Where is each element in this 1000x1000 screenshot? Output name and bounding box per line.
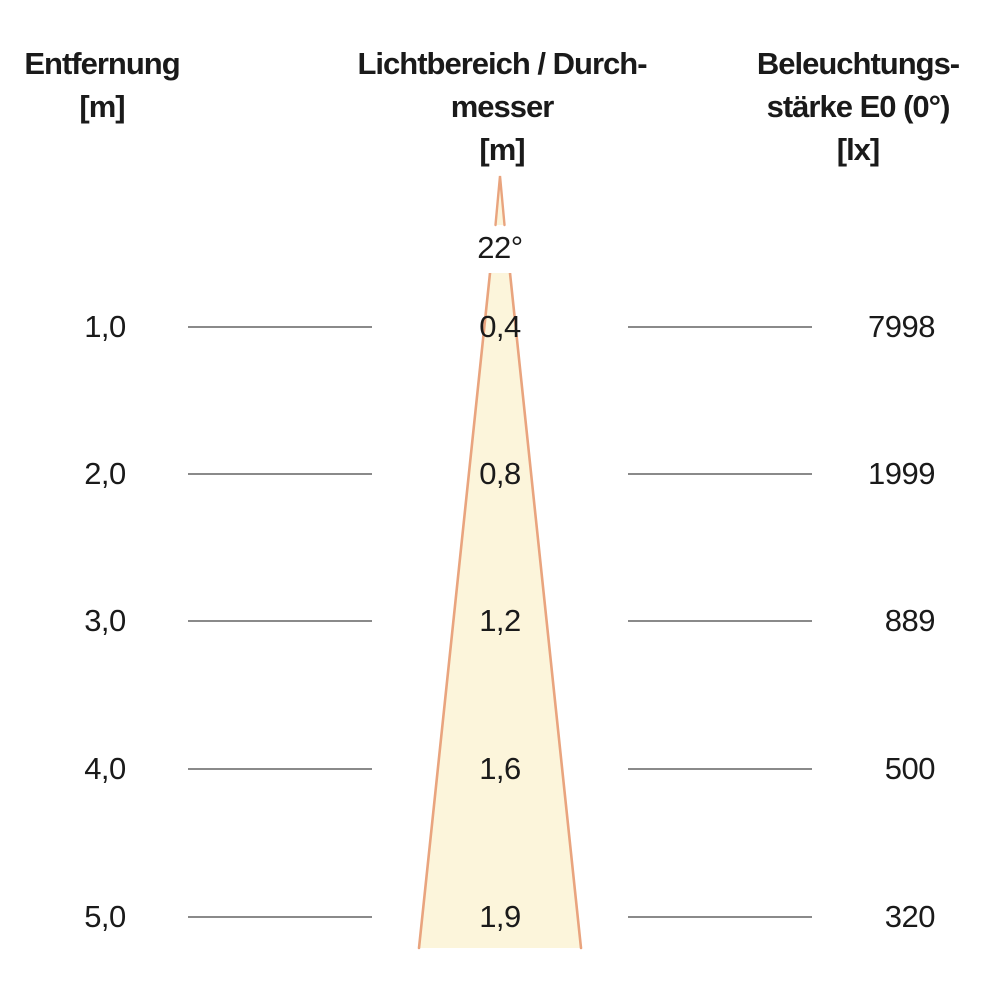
illuminance-value: 7998	[868, 309, 935, 344]
header-distance-title: Entfernung	[24, 46, 180, 81]
header-distance: Entfernung [m]	[12, 42, 192, 128]
distance-value: 1,0	[84, 309, 126, 344]
table-row: 5,0 1,9 320	[0, 899, 1000, 935]
connector-line	[628, 473, 812, 475]
distance-value: 3,0	[84, 603, 126, 638]
diameter-value: 0,8	[479, 456, 521, 491]
illuminance-value: 889	[884, 603, 936, 638]
connector-line	[628, 326, 812, 328]
light-cone-shape	[417, 273, 583, 950]
connector-line	[628, 916, 812, 918]
connector-line	[188, 326, 372, 328]
header-illuminance: Beleuchtungs- stärke E0 (0°) [lx]	[733, 42, 983, 171]
header-distance-unit: [m]	[79, 89, 125, 124]
diameter-value: 1,9	[479, 899, 521, 934]
header-illuminance-title: Beleuchtungs-	[756, 46, 960, 81]
connector-line	[188, 620, 372, 622]
header-illuminance-unit: [lx]	[836, 132, 881, 167]
distance-value: 2,0	[84, 456, 126, 491]
connector-line	[188, 916, 372, 918]
illuminance-value: 500	[884, 751, 936, 786]
illuminance-value: 1999	[868, 456, 935, 491]
table-row: 3,0 1,2 889	[0, 603, 1000, 639]
distance-value: 5,0	[84, 899, 126, 934]
header-illuminance-line2: stärke E0 (0°)	[766, 89, 951, 124]
header-beam-unit: [m]	[479, 132, 525, 167]
header-beam-line2: messer	[450, 89, 555, 124]
header-beam-title: Lichtbereich / Durch-	[357, 46, 647, 81]
connector-line	[188, 768, 372, 770]
header-beam-diameter: Lichtbereich / Durch- messer [m]	[352, 42, 652, 171]
table-row: 1,0 0,4 7998	[0, 309, 1000, 345]
diameter-value: 1,6	[479, 751, 521, 786]
distance-value: 4,0	[84, 751, 126, 786]
cone-tip-arrow	[494, 175, 506, 227]
diameter-value: 1,2	[479, 603, 521, 638]
illuminance-value: 320	[884, 899, 936, 934]
connector-line	[628, 620, 812, 622]
table-row: 4,0 1,6 500	[0, 751, 1000, 787]
connector-line	[628, 768, 812, 770]
diameter-value: 0,4	[479, 309, 521, 344]
connector-line	[188, 473, 372, 475]
beam-angle-label: 22°	[477, 230, 523, 265]
table-row: 2,0 0,8 1999	[0, 456, 1000, 492]
